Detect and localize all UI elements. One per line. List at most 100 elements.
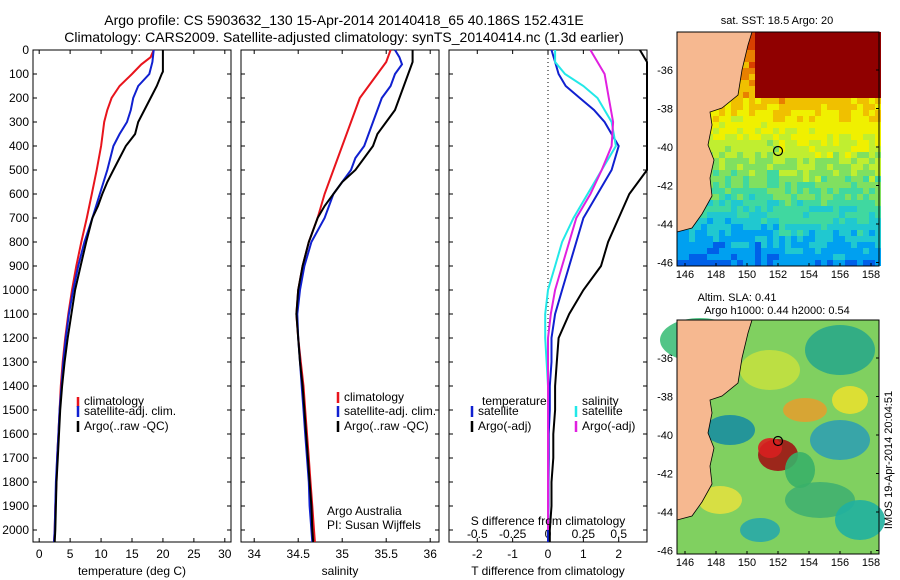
sst-cell xyxy=(737,92,743,98)
sst-cell xyxy=(863,254,869,260)
sst-cell xyxy=(809,44,815,50)
sst-cell xyxy=(863,122,869,128)
sst-cell xyxy=(857,182,863,188)
sst-cell xyxy=(713,170,719,176)
sst-cell xyxy=(677,254,683,260)
sst-cell xyxy=(851,92,857,98)
sst-cell xyxy=(815,194,821,200)
sst-cell xyxy=(821,38,827,44)
sst-cell xyxy=(743,170,749,176)
sst-cell xyxy=(791,104,797,110)
y-tick-label: 800 xyxy=(9,235,29,249)
sst-cell xyxy=(869,218,875,224)
sst-cell xyxy=(767,104,773,110)
sst-cell xyxy=(839,80,845,86)
sst-cell xyxy=(731,224,737,230)
sst-cell xyxy=(707,230,713,236)
sst-cell xyxy=(737,116,743,122)
sst-cell xyxy=(761,158,767,164)
sst-cell xyxy=(875,128,881,134)
sst-cell xyxy=(875,212,881,218)
sst-map-title: sat. SST: 18.5 Argo: 20 xyxy=(721,15,834,27)
sst-cell xyxy=(803,44,809,50)
sst-cell xyxy=(761,134,767,140)
salinity-axis: 34 34.5 35 35.5 36 xyxy=(241,49,439,561)
sst-cell xyxy=(743,104,749,110)
sst-cell xyxy=(851,140,857,146)
sst-cell xyxy=(797,224,803,230)
difference-series xyxy=(544,49,648,542)
sst-cell xyxy=(875,164,881,170)
sst-cell xyxy=(845,212,851,218)
sst-cell xyxy=(809,182,815,188)
sst-cell xyxy=(845,104,851,110)
sst-cell xyxy=(803,110,809,116)
sst-cell xyxy=(719,188,725,194)
sst-cell xyxy=(785,98,791,104)
sst-cell xyxy=(713,230,719,236)
sst-cell xyxy=(797,128,803,134)
sst-cell xyxy=(743,80,749,86)
map-x-tick-label: 148 xyxy=(707,557,725,569)
sst-cell xyxy=(857,224,863,230)
sst-cell xyxy=(857,32,863,38)
sst-cell xyxy=(707,218,713,224)
sst-cell xyxy=(863,194,869,200)
sst-cell xyxy=(731,254,737,260)
sst-cell xyxy=(737,86,743,92)
sst-cell xyxy=(833,182,839,188)
sst-cell xyxy=(845,158,851,164)
sst-cell xyxy=(857,80,863,86)
sst-cell xyxy=(875,236,881,242)
sst-cell xyxy=(857,44,863,50)
sst-cell xyxy=(755,254,761,260)
sst-cell xyxy=(851,236,857,242)
sst-cell xyxy=(869,44,875,50)
sst-cell xyxy=(809,104,815,110)
sla-anomaly-blob xyxy=(835,500,885,540)
sst-cell xyxy=(857,122,863,128)
sst-cell xyxy=(749,194,755,200)
sst-cell xyxy=(851,116,857,122)
sst-cell xyxy=(761,224,767,230)
map-y-tick-label: -42 xyxy=(657,181,673,193)
sst-cell xyxy=(875,68,881,74)
sst-cell xyxy=(791,188,797,194)
sst-cell xyxy=(821,44,827,50)
s-tick-label: -0.25 xyxy=(499,527,527,541)
sst-cell xyxy=(749,236,755,242)
sst-cell xyxy=(725,140,731,146)
sst-cell xyxy=(851,224,857,230)
sst-cell xyxy=(677,248,683,254)
sla-anomaly-blob xyxy=(832,386,868,414)
sst-cell xyxy=(749,50,755,56)
sst-cell xyxy=(827,110,833,116)
sst-cell xyxy=(815,230,821,236)
sst-cell xyxy=(749,104,755,110)
sst-cell xyxy=(719,152,725,158)
sst-cell xyxy=(845,146,851,152)
sst-cell xyxy=(701,254,707,260)
sst-cell xyxy=(839,68,845,74)
sst-cell xyxy=(767,230,773,236)
sst-cell xyxy=(719,248,725,254)
sst-cell xyxy=(833,170,839,176)
legend-clim: climatology xyxy=(344,390,404,404)
sst-cell xyxy=(797,254,803,260)
sst-cell xyxy=(707,242,713,248)
sst-cell xyxy=(863,62,869,68)
sst-cell xyxy=(809,164,815,170)
sst-cell xyxy=(851,230,857,236)
sst-cell xyxy=(869,92,875,98)
sst-cell xyxy=(743,62,749,68)
sst-cell xyxy=(773,224,779,230)
sst-cell xyxy=(815,110,821,116)
sst-cell xyxy=(833,236,839,242)
sst-cell xyxy=(797,146,803,152)
sst-cell xyxy=(725,122,731,128)
sst-cell xyxy=(737,128,743,134)
sst-cell xyxy=(725,206,731,212)
sst-cell xyxy=(743,200,749,206)
sst-cell xyxy=(767,176,773,182)
